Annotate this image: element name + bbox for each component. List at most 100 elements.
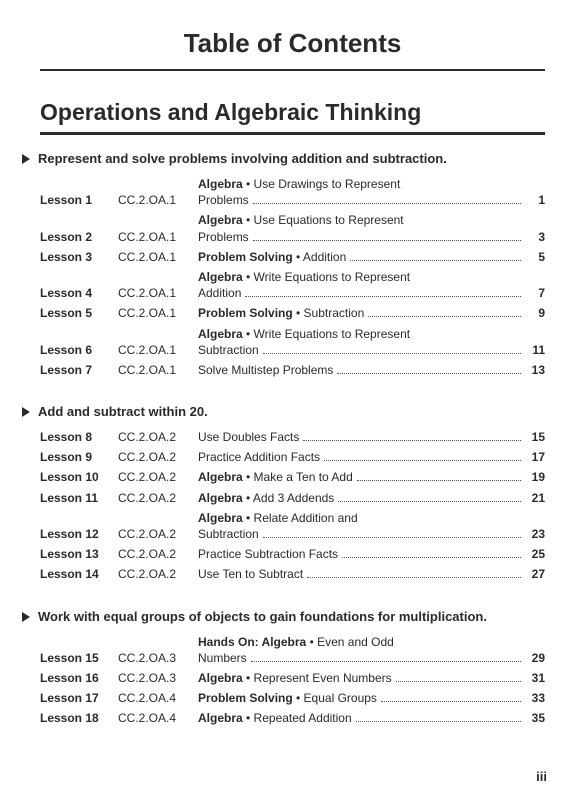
lesson-topic: Algebra • Use Drawings to RepresentProbl… bbox=[198, 176, 545, 208]
topic-last-line: Problems3 bbox=[198, 229, 545, 245]
topic-rest: • Relate Addition and bbox=[243, 511, 358, 525]
topic-bold: Algebra bbox=[198, 213, 243, 227]
lesson-topic: Algebra • Represent Even Numbers 31 bbox=[198, 670, 545, 686]
section-title: Add and subtract within 20. bbox=[38, 404, 208, 419]
chapter-title: Operations and Algebraic Thinking bbox=[40, 99, 545, 126]
topic-text: Solve Multistep Problems bbox=[198, 362, 333, 378]
triangle-icon bbox=[22, 407, 30, 417]
topic-rest: Subtraction bbox=[198, 526, 259, 542]
page-number: 11 bbox=[525, 342, 545, 358]
dot-leader bbox=[263, 353, 521, 354]
topic-rest: • Make a Ten to Add bbox=[243, 470, 353, 484]
toc-section: Work with equal groups of objects to gai… bbox=[40, 609, 545, 727]
lesson-topic: Algebra • Relate Addition andSubtraction… bbox=[198, 510, 545, 542]
topic-text: Practice Subtraction Facts bbox=[198, 546, 338, 562]
chapter-rule bbox=[40, 132, 545, 135]
dot-leader bbox=[337, 373, 521, 374]
lesson-label: Lesson 5 bbox=[40, 305, 118, 321]
lesson-label: Lesson 13 bbox=[40, 546, 118, 562]
lesson-row: Lesson 17CC.2.OA.4Problem Solving • Equa… bbox=[40, 690, 545, 706]
topic-bold: Algebra bbox=[198, 711, 243, 725]
topic-line: Hands On: Algebra • Even and Odd bbox=[198, 634, 545, 650]
topic-last-line: Problems1 bbox=[198, 192, 545, 208]
standard-code: CC.2.OA.2 bbox=[118, 449, 198, 465]
dot-leader bbox=[381, 701, 521, 702]
dot-leader bbox=[324, 460, 521, 461]
topic-bold: Algebra bbox=[198, 327, 243, 341]
topic-bold: Problem Solving bbox=[198, 691, 293, 705]
page-number: 23 bbox=[525, 526, 545, 542]
topic-text: Problem Solving • Subtraction bbox=[198, 305, 364, 321]
topic-line: Algebra • Write Equations to Represent bbox=[198, 326, 545, 342]
lesson-row: Lesson 9CC.2.OA.2Practice Addition Facts… bbox=[40, 449, 545, 465]
topic-bold: Algebra bbox=[198, 491, 243, 505]
topic-rest: Solve Multistep Problems bbox=[198, 363, 333, 377]
topic-bold: Algebra bbox=[198, 511, 243, 525]
lesson-label: Lesson 16 bbox=[40, 670, 118, 686]
lesson-label: Lesson 9 bbox=[40, 449, 118, 465]
section-title: Represent and solve problems involving a… bbox=[38, 151, 447, 166]
topic-rest: • Represent Even Numbers bbox=[243, 671, 392, 685]
standard-code: CC.2.OA.4 bbox=[118, 710, 198, 726]
section-header: Represent and solve problems involving a… bbox=[22, 151, 545, 166]
topic-last-line: Subtraction 11 bbox=[198, 342, 545, 358]
lesson-topic: Algebra • Use Equations to Represent Prob… bbox=[198, 212, 545, 244]
lesson-topic: Algebra • Add 3 Addends21 bbox=[198, 490, 545, 506]
page-number: 33 bbox=[525, 690, 545, 706]
topic-rest: • Repeated Addition bbox=[243, 711, 352, 725]
page-number: 31 bbox=[525, 670, 545, 686]
section-title: Work with equal groups of objects to gai… bbox=[38, 609, 487, 624]
page-folio: iii bbox=[536, 769, 547, 784]
topic-bold: Algebra bbox=[198, 470, 243, 484]
dot-leader bbox=[253, 240, 521, 241]
dot-leader bbox=[356, 721, 521, 722]
lesson-topic: Use Ten to Subtract27 bbox=[198, 566, 545, 582]
dot-leader bbox=[368, 316, 521, 317]
lesson-topic: Problem Solving • Equal Groups33 bbox=[198, 690, 545, 706]
lesson-label: Lesson 18 bbox=[40, 710, 118, 726]
lesson-topic: Algebra • Repeated Addition35 bbox=[198, 710, 545, 726]
lesson-label: Lesson 8 bbox=[40, 429, 118, 445]
topic-last-line: Practice Addition Facts 17 bbox=[198, 449, 545, 465]
topic-text: Use Ten to Subtract bbox=[198, 566, 303, 582]
topic-bold: Problem Solving bbox=[198, 250, 293, 264]
topic-rest: • Subtraction bbox=[293, 306, 365, 320]
toc-section: Represent and solve problems involving a… bbox=[40, 151, 545, 378]
topic-text: Practice Addition Facts bbox=[198, 449, 320, 465]
topic-last-line: Use Doubles Facts15 bbox=[198, 429, 545, 445]
lesson-topic: Problem Solving • Addition5 bbox=[198, 249, 545, 265]
lesson-topic: Algebra • Make a Ten to Add19 bbox=[198, 469, 545, 485]
lesson-row: Lesson 14CC.2.OA.2Use Ten to Subtract27 bbox=[40, 566, 545, 582]
topic-text: Algebra • Add 3 Addends bbox=[198, 490, 334, 506]
standard-code: CC.2.OA.2 bbox=[118, 469, 198, 485]
page-number: 17 bbox=[525, 449, 545, 465]
topic-last-line: Problem Solving • Addition5 bbox=[198, 249, 545, 265]
lesson-label: Lesson 4 bbox=[40, 285, 118, 301]
page-number: 29 bbox=[525, 650, 545, 666]
topic-last-line: Problem Solving • Subtraction 9 bbox=[198, 305, 545, 321]
topic-rest: Subtraction bbox=[198, 342, 259, 358]
dot-leader bbox=[342, 557, 521, 558]
lesson-label: Lesson 14 bbox=[40, 566, 118, 582]
lesson-row: Lesson 11CC.2.OA.2Algebra • Add 3 Addend… bbox=[40, 490, 545, 506]
standard-code: CC.2.OA.1 bbox=[118, 305, 198, 321]
page-number: 25 bbox=[525, 546, 545, 562]
lesson-topic: Problem Solving • Subtraction 9 bbox=[198, 305, 545, 321]
topic-rest: • Write Equations to Represent bbox=[243, 327, 410, 341]
dot-leader bbox=[263, 537, 521, 538]
lesson-row: Lesson 18CC.2.OA.4Algebra • Repeated Add… bbox=[40, 710, 545, 726]
topic-rest: • Use Equations to Represent bbox=[243, 213, 404, 227]
lesson-label: Lesson 11 bbox=[40, 490, 118, 506]
triangle-icon bbox=[22, 612, 30, 622]
topic-last-line: Algebra • Make a Ten to Add19 bbox=[198, 469, 545, 485]
topic-bold: Algebra bbox=[198, 671, 243, 685]
topic-rest: Practice Subtraction Facts bbox=[198, 547, 338, 561]
page-number: 7 bbox=[525, 285, 545, 301]
dot-leader bbox=[396, 681, 521, 682]
topic-last-line: Subtraction 23 bbox=[198, 526, 545, 542]
standard-code: CC.2.OA.2 bbox=[118, 490, 198, 506]
page-number: 1 bbox=[525, 192, 545, 208]
page-number: 9 bbox=[525, 305, 545, 321]
dot-leader bbox=[251, 661, 521, 662]
topic-text: Algebra • Repeated Addition bbox=[198, 710, 352, 726]
